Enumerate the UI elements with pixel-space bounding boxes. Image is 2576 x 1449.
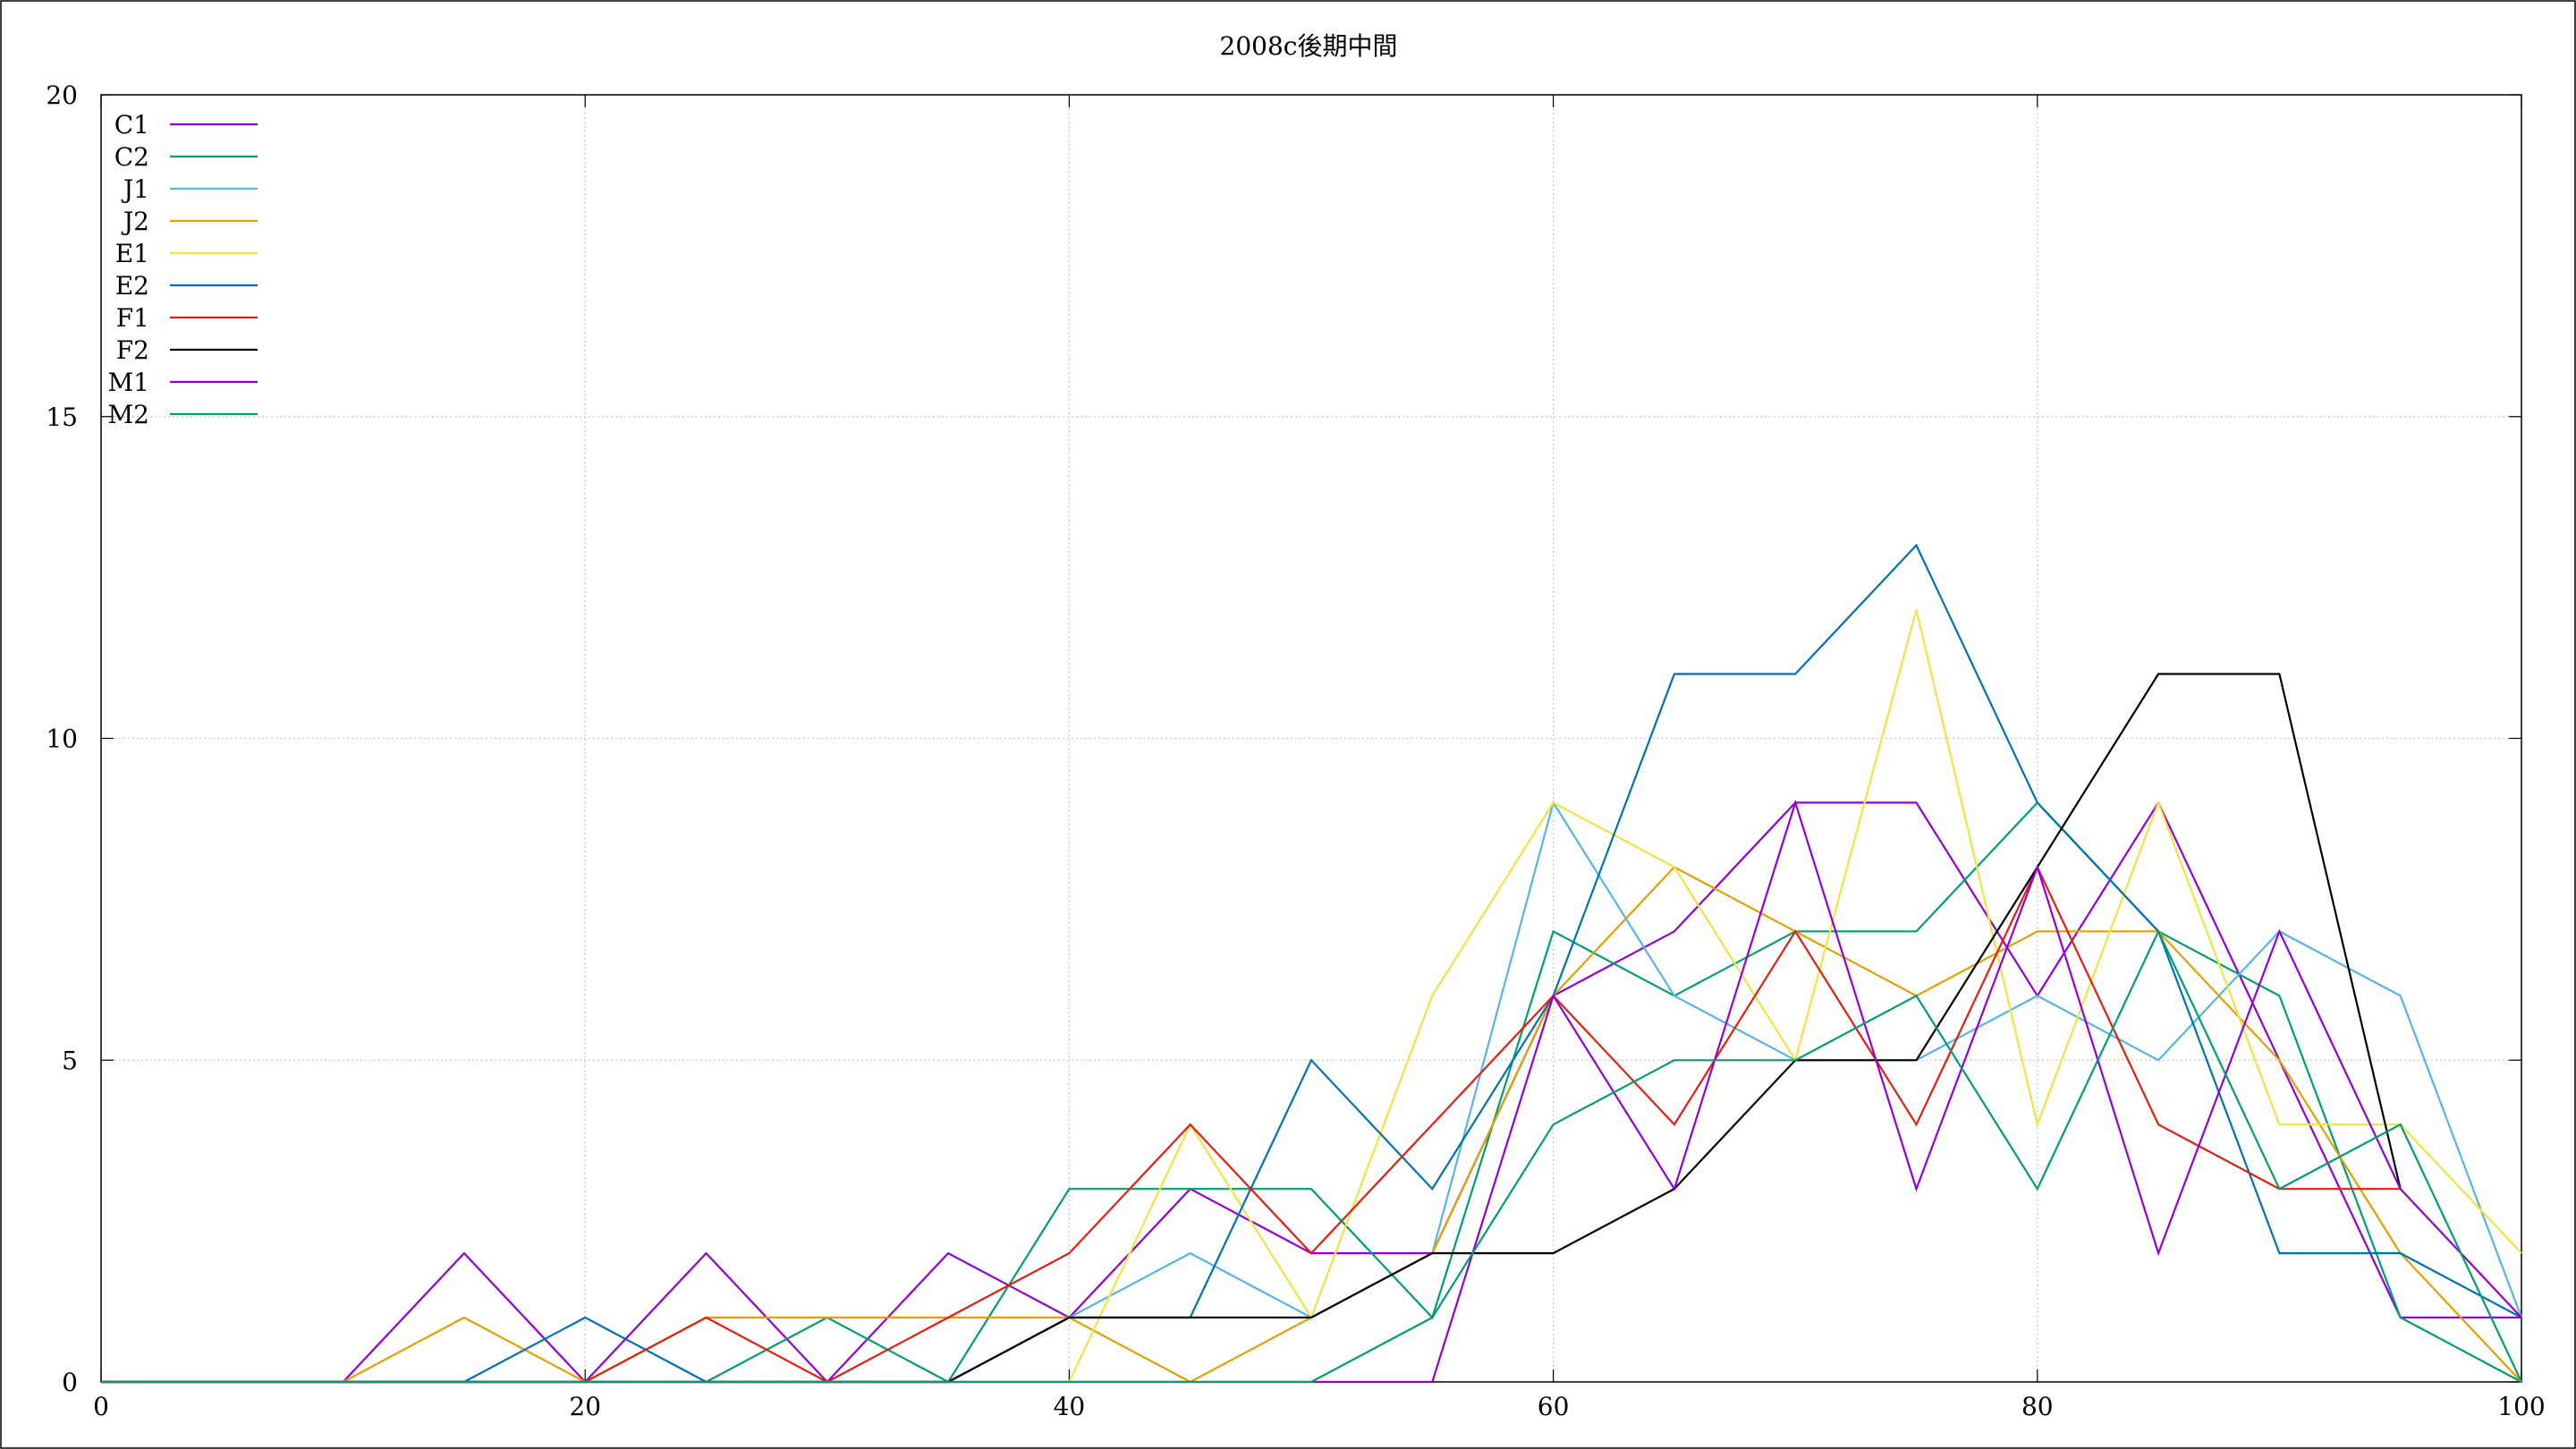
y-tick-label: 20 <box>46 80 78 110</box>
x-tick-label: 80 <box>2021 1392 2054 1421</box>
legend-label-e2: E2 <box>115 271 149 301</box>
legend-label-c1: C1 <box>114 110 149 140</box>
legend-label-m2: M2 <box>108 400 149 429</box>
series-line-e2 <box>101 543 2522 1384</box>
series-line-m2 <box>101 928 2522 1384</box>
x-tick-label: 20 <box>569 1392 601 1421</box>
legend-label-j1: J1 <box>121 174 149 204</box>
x-tick-label: 40 <box>1054 1392 1086 1421</box>
y-tick-label: 15 <box>46 402 78 432</box>
series-lines <box>101 543 2523 1384</box>
legend-label-e1: E1 <box>115 239 149 268</box>
y-tick-label: 5 <box>62 1046 78 1075</box>
legend-label-f2: F2 <box>116 335 149 365</box>
legend-label-j2: J2 <box>121 207 149 236</box>
x-tick-label: 60 <box>1538 1392 1570 1421</box>
legend-label-c2: C2 <box>114 142 149 172</box>
y-tick-label: 10 <box>46 724 78 754</box>
legend-label-f1: F1 <box>116 303 149 333</box>
chart-title: 2008c後期中間 <box>1220 31 1398 61</box>
x-tick-label: 100 <box>2497 1392 2545 1421</box>
legend-label-m1: M1 <box>108 368 149 397</box>
x-tick-label: 0 <box>93 1392 109 1421</box>
y-tick-label: 0 <box>62 1368 78 1397</box>
